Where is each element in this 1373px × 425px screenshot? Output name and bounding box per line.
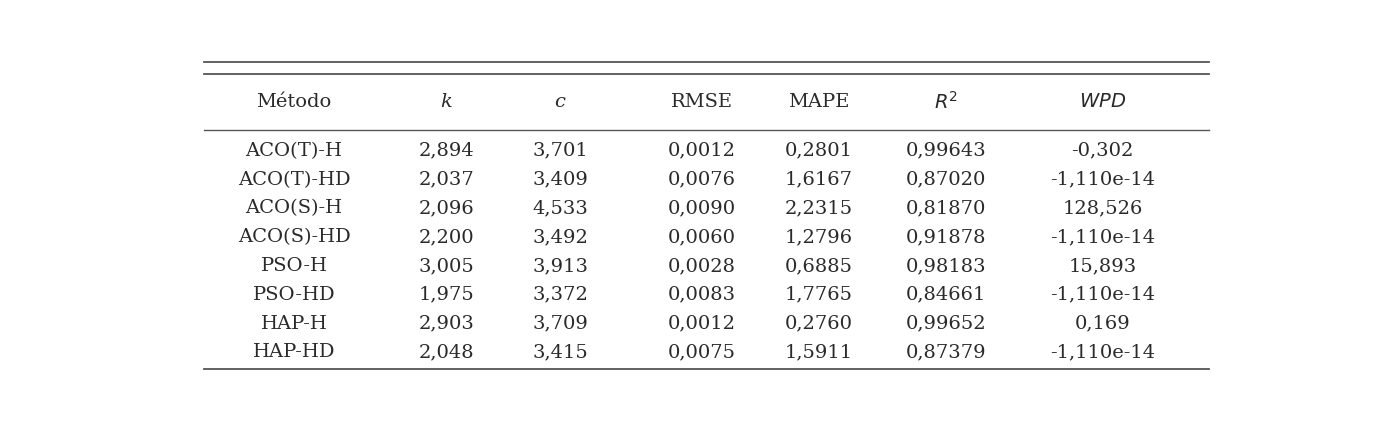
Text: -1,110e-14: -1,110e-14: [1050, 228, 1155, 246]
Text: 0,0028: 0,0028: [667, 257, 736, 275]
Text: 0,84661: 0,84661: [906, 286, 986, 304]
Text: 2,048: 2,048: [419, 343, 474, 361]
Text: 0,2801: 0,2801: [784, 142, 853, 160]
Text: 4,533: 4,533: [533, 199, 588, 218]
Text: 3,492: 3,492: [533, 228, 588, 246]
Text: 0,81870: 0,81870: [906, 199, 986, 218]
Text: 3,709: 3,709: [533, 314, 588, 333]
Text: 128,526: 128,526: [1063, 199, 1142, 218]
Text: k: k: [441, 93, 452, 111]
Text: 2,096: 2,096: [419, 199, 474, 218]
Text: PSO-HD: PSO-HD: [253, 286, 335, 304]
Text: 0,0083: 0,0083: [667, 286, 736, 304]
Text: RMSE: RMSE: [670, 93, 733, 111]
Text: MAPE: MAPE: [788, 93, 850, 111]
Text: 15,893: 15,893: [1068, 257, 1137, 275]
Text: 1,5911: 1,5911: [784, 343, 853, 361]
Text: 0,87020: 0,87020: [906, 170, 986, 189]
Text: c: c: [555, 93, 566, 111]
Text: 0,98183: 0,98183: [906, 257, 987, 275]
Text: 0,2760: 0,2760: [784, 314, 853, 333]
Text: -1,110e-14: -1,110e-14: [1050, 286, 1155, 304]
Text: 2,2315: 2,2315: [784, 199, 853, 218]
Text: 3,415: 3,415: [533, 343, 588, 361]
Text: 0,91878: 0,91878: [906, 228, 987, 246]
Text: 3,701: 3,701: [533, 142, 588, 160]
Text: 0,0012: 0,0012: [667, 314, 736, 333]
Text: $WPD$: $WPD$: [1079, 93, 1126, 111]
Text: 3,409: 3,409: [533, 170, 588, 189]
Text: 0,0076: 0,0076: [667, 170, 736, 189]
Text: HAP-H: HAP-H: [261, 314, 327, 333]
Text: 3,005: 3,005: [419, 257, 474, 275]
Text: PSO-H: PSO-H: [261, 257, 328, 275]
Text: -1,110e-14: -1,110e-14: [1050, 170, 1155, 189]
Text: 1,2796: 1,2796: [784, 228, 853, 246]
Text: Método: Método: [257, 93, 332, 111]
Text: 3,372: 3,372: [533, 286, 588, 304]
Text: 2,903: 2,903: [419, 314, 474, 333]
Text: 2,037: 2,037: [419, 170, 474, 189]
Text: 1,7765: 1,7765: [784, 286, 853, 304]
Text: ACO(S)-H: ACO(S)-H: [246, 199, 342, 218]
Text: ACO(T)-HD: ACO(T)-HD: [238, 170, 350, 189]
Text: 0,99643: 0,99643: [906, 142, 987, 160]
Text: 2,894: 2,894: [419, 142, 474, 160]
Text: 1,975: 1,975: [419, 286, 474, 304]
Text: 0,169: 0,169: [1075, 314, 1130, 333]
Text: -0,302: -0,302: [1071, 142, 1134, 160]
Text: 0,0075: 0,0075: [667, 343, 736, 361]
Text: 1,6167: 1,6167: [784, 170, 853, 189]
Text: 0,0060: 0,0060: [667, 228, 736, 246]
Text: 0,87379: 0,87379: [906, 343, 987, 361]
Text: HAP-HD: HAP-HD: [253, 343, 335, 361]
Text: 0,6885: 0,6885: [784, 257, 853, 275]
Text: -1,110e-14: -1,110e-14: [1050, 343, 1155, 361]
Text: ACO(T)-H: ACO(T)-H: [246, 142, 342, 160]
Text: $R^2$: $R^2$: [934, 91, 958, 113]
Text: ACO(S)-HD: ACO(S)-HD: [238, 228, 350, 246]
Text: 2,200: 2,200: [419, 228, 474, 246]
Text: 0,0012: 0,0012: [667, 142, 736, 160]
Text: 3,913: 3,913: [531, 257, 588, 275]
Text: 0,0090: 0,0090: [667, 199, 736, 218]
Text: 0,99652: 0,99652: [906, 314, 987, 333]
